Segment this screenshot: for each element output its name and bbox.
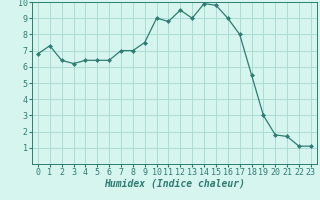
X-axis label: Humidex (Indice chaleur): Humidex (Indice chaleur)	[104, 179, 245, 189]
